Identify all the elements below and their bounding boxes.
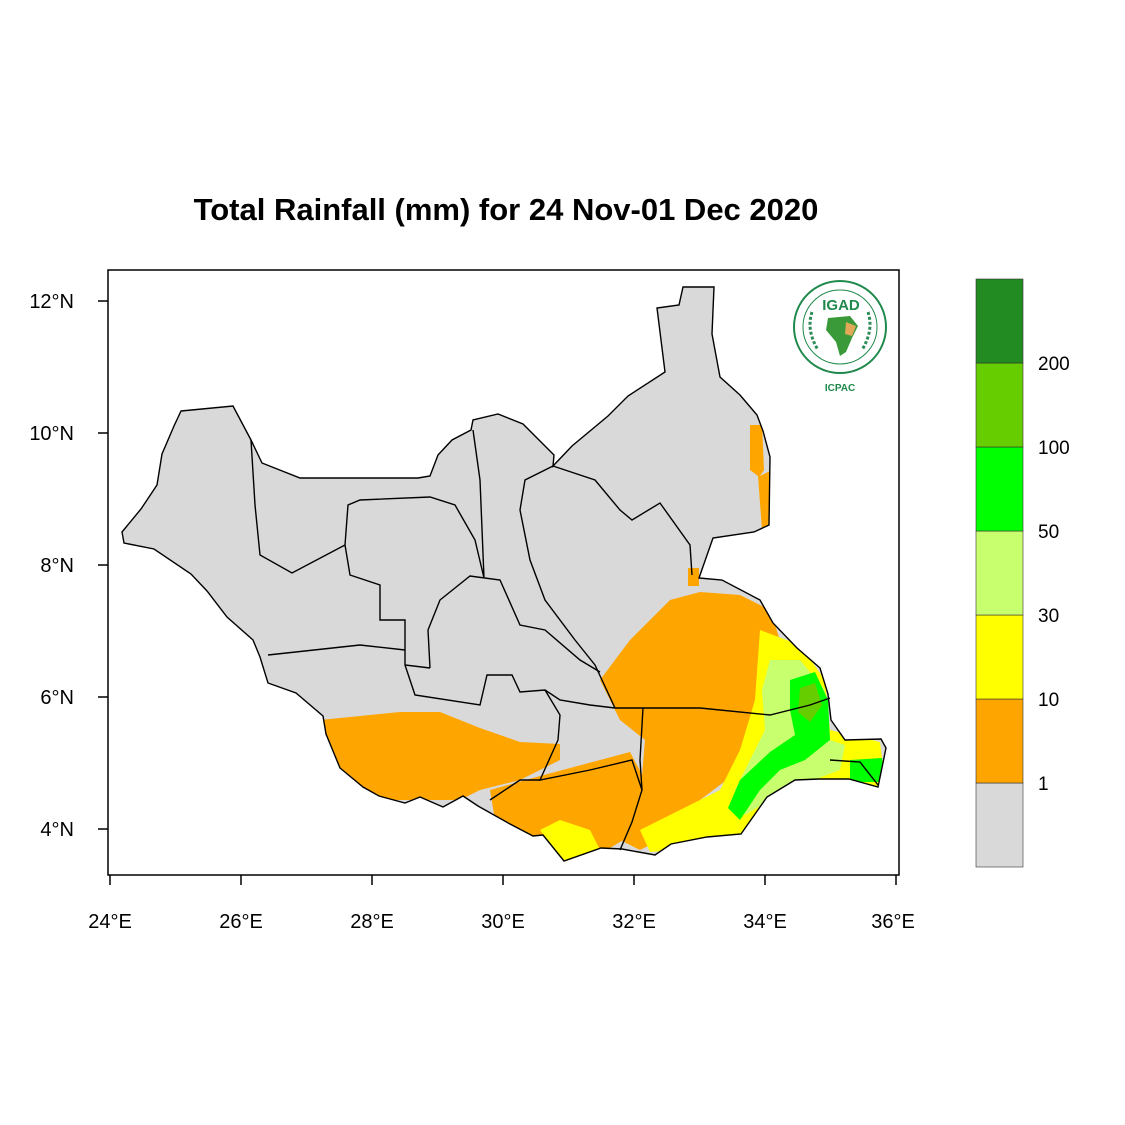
boundary-line-10 bbox=[615, 697, 831, 716]
legend-colorbar bbox=[975, 278, 1024, 868]
legend-label: 100 bbox=[1038, 438, 1070, 459]
boundary-line-9 bbox=[552, 465, 693, 576]
boundary-line-4 bbox=[427, 575, 601, 673]
boundary-line-5 bbox=[267, 644, 406, 656]
map-title: Total Rainfall (mm) for 24 Nov-01 Dec 20… bbox=[193, 192, 819, 227]
boundary-line-11 bbox=[538, 689, 643, 851]
rain-zone-1-10mm-upper-nile-edge bbox=[750, 425, 774, 530]
legend-swatch bbox=[975, 278, 1024, 364]
legend-swatch bbox=[975, 782, 1024, 868]
igad-icpac-logo: IGAD ICPAC bbox=[793, 280, 887, 394]
rain-zone-1-10mm-speck bbox=[688, 568, 699, 586]
rain-zone-10-30mm-south-patch bbox=[540, 820, 600, 861]
lat-tick-label: 8°N bbox=[40, 555, 74, 577]
country-outline bbox=[121, 286, 887, 862]
igad-region-icon bbox=[845, 322, 856, 336]
lat-tick-label: 6°N bbox=[40, 687, 74, 709]
legend-label: 200 bbox=[1038, 354, 1070, 375]
boundary-line-7 bbox=[472, 429, 485, 579]
logo-inner-ring bbox=[802, 289, 878, 365]
lat-axis bbox=[98, 300, 108, 830]
laurel-right-icon bbox=[860, 311, 872, 351]
boundary-line-14 bbox=[829, 759, 879, 786]
lon-tick-label: 24°E bbox=[88, 911, 132, 933]
legend-label: 10 bbox=[1038, 690, 1059, 711]
legend-label: 1 bbox=[1038, 774, 1049, 795]
legend-swatch bbox=[975, 362, 1024, 448]
boundary-line-2 bbox=[344, 496, 485, 579]
rain-zone-1-10mm-east bbox=[600, 592, 780, 850]
legend-swatch bbox=[975, 446, 1024, 532]
logo-badge-text: IGAD bbox=[822, 297, 860, 314]
lat-tick-label: 12°N bbox=[29, 291, 74, 313]
logo-org-text: ICPAC bbox=[825, 383, 855, 394]
legend-swatch bbox=[975, 530, 1024, 616]
boundary-line-12 bbox=[639, 707, 644, 791]
lon-tick-labels: 24°E 26°E 28°E 30°E 32°E 34°E 36°E bbox=[88, 911, 915, 933]
lat-tick-label: 4°N bbox=[40, 819, 74, 841]
rainfall-field bbox=[122, 287, 886, 861]
lon-axis bbox=[109, 875, 897, 885]
boundary-line-6 bbox=[404, 664, 616, 709]
lat-tick-label: 10°N bbox=[29, 423, 74, 445]
boundary-line-13 bbox=[489, 779, 540, 801]
lat-tick-labels: 12°N 10°N 8°N 6°N 4°N bbox=[29, 291, 74, 841]
state-boundaries bbox=[250, 429, 879, 851]
lon-tick-label: 34°E bbox=[743, 911, 787, 933]
lon-tick-label: 30°E bbox=[481, 911, 525, 933]
lon-tick-label: 26°E bbox=[219, 911, 263, 933]
legend-label: 50 bbox=[1038, 522, 1059, 543]
rain-zone-100-200mm bbox=[798, 683, 822, 722]
legend-label: 30 bbox=[1038, 606, 1059, 627]
lon-tick-label: 36°E bbox=[871, 911, 915, 933]
legend-labels: 1 10 30 50 100 200 bbox=[1038, 354, 1070, 795]
laurel-left-icon bbox=[808, 311, 820, 351]
lon-tick-label: 28°E bbox=[350, 911, 394, 933]
boundary-line-1 bbox=[250, 439, 346, 574]
legend-swatch bbox=[975, 698, 1024, 784]
rain-zone-1-10mm-southwest bbox=[320, 712, 560, 800]
boundary-line-8 bbox=[519, 465, 616, 709]
lon-tick-label: 32°E bbox=[612, 911, 656, 933]
legend-swatch bbox=[975, 614, 1024, 700]
